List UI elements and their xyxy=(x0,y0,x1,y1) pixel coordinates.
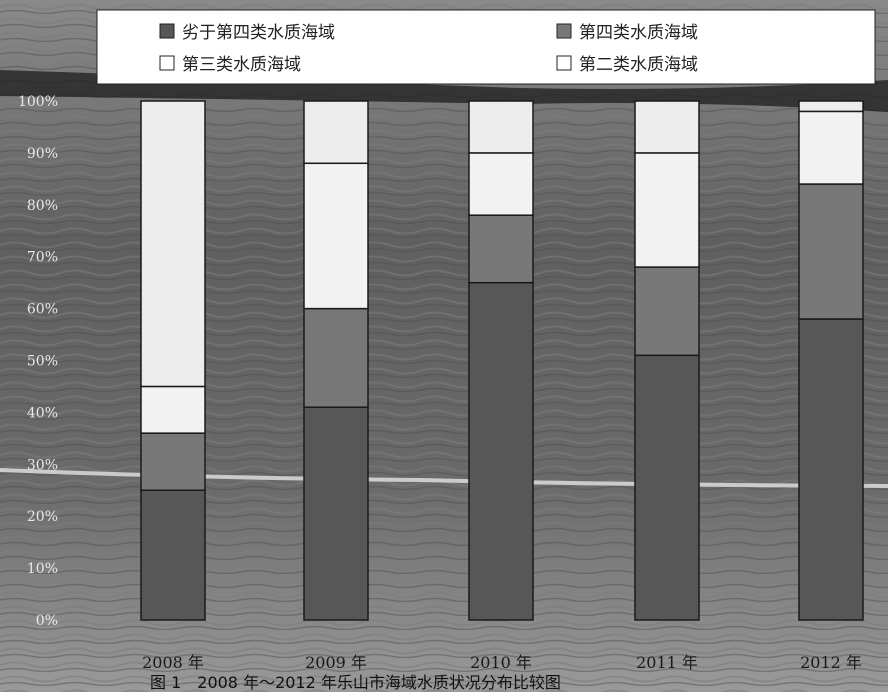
y-tick-label: 0% xyxy=(36,613,58,629)
x-tick-label-1: 2009 年 xyxy=(305,653,367,672)
y-tick-label: 40% xyxy=(27,405,58,421)
bar-segment-1-0 xyxy=(303,406,369,621)
bar-segment-3-1 xyxy=(634,266,700,357)
y-tick-label: 30% xyxy=(27,457,58,473)
y-tick-label: 20% xyxy=(27,509,58,525)
bar-segment-3-0 xyxy=(634,354,700,621)
bar-segment-1-2 xyxy=(303,162,369,310)
bar-segment-0-1 xyxy=(140,432,206,492)
x-tick-label-3: 2011 年 xyxy=(636,653,698,672)
legend-label-1: 第四类水质海域 xyxy=(579,23,698,43)
y-tick-label: 100% xyxy=(18,94,58,110)
x-tick-label-0: 2008 年 xyxy=(142,653,204,672)
legend-label-2: 第三类水质海域 xyxy=(182,55,301,75)
legend: 劣于第四类水质海域 第四类水质海域 第三类水质海域 第二类水质海域 xyxy=(96,9,876,85)
y-tick-label: 60% xyxy=(27,302,58,318)
bars xyxy=(140,100,864,621)
bar-segment-2-0 xyxy=(468,281,534,621)
y-tick-label: 50% xyxy=(27,354,58,370)
y-tick-label: 10% xyxy=(27,561,58,577)
y-tick-label: 90% xyxy=(27,146,58,162)
bar-segment-3-3 xyxy=(634,100,700,154)
legend-box xyxy=(96,9,876,85)
legend-swatch-2 xyxy=(159,55,175,71)
bar-segment-2-1 xyxy=(468,214,534,284)
surf-line xyxy=(0,468,888,488)
x-tick-label-2: 2010 年 xyxy=(470,653,532,672)
bar-segment-1-1 xyxy=(303,307,369,408)
bar-segment-0-0 xyxy=(140,489,206,621)
y-axis-ticks: 0% 10% 20% 30% 40% 50% 60% 70% 80% 90% 100% xyxy=(18,94,58,629)
y-tick-label: 80% xyxy=(27,198,58,214)
bar-segment-0-2 xyxy=(140,385,206,434)
bar-segment-1-3 xyxy=(303,100,369,165)
bar-segment-2-2 xyxy=(468,152,534,216)
legend-label-0: 劣于第四类水质海域 xyxy=(182,23,335,43)
figure-caption: 图 1 2008 年～2012 年乐山市海域水质状况分布比较图 xyxy=(150,673,561,692)
bar-segment-4-0 xyxy=(798,318,864,621)
bar-segment-4-3 xyxy=(798,100,864,113)
legend-swatch-3 xyxy=(556,55,572,71)
bar-segment-3-2 xyxy=(634,152,700,268)
x-tick-label-4: 2012 年 xyxy=(800,653,862,672)
bar-segment-2-3 xyxy=(468,100,534,154)
legend-label-3: 第二类水质海域 xyxy=(579,55,698,75)
bar-segment-4-2 xyxy=(798,110,864,185)
y-tick-label: 70% xyxy=(27,250,58,266)
legend-swatch-0 xyxy=(159,23,175,39)
bar-segment-4-1 xyxy=(798,183,864,320)
x-axis-labels: 2008 年 2009 年 2010 年 2011 年 2012 年 xyxy=(142,653,862,672)
bar-segment-0-3 xyxy=(140,100,206,388)
legend-swatch-1 xyxy=(556,23,572,39)
